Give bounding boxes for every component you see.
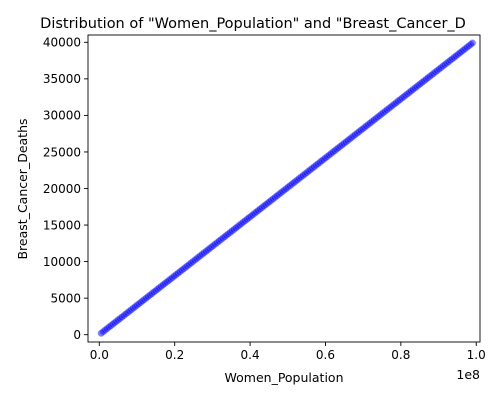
y-axis-ticks: 0 5000 10000 15000 20000 25000 30000 35000 40000 [43,36,88,342]
x-tick-label: 0.4 [241,348,260,362]
y-tick-label: 30000 [43,109,81,123]
plot-area [97,39,476,337]
y-tick-label: 35000 [43,72,81,86]
x-axis-offset-label: 1e8 [456,367,480,382]
y-tick-label: 10000 [43,255,81,269]
scatter-point [468,39,476,47]
x-axis-label: Women_Population [225,370,344,385]
y-tick-label: 5000 [50,291,81,305]
y-tick-label: 0 [73,328,81,342]
x-tick-label: 0.2 [165,348,184,362]
x-tick-label: 1.0 [467,348,486,362]
chart-title: Distribution of "Women_Population" and "… [40,16,466,32]
y-tick-label: 20000 [43,182,81,196]
y-tick-label: 15000 [43,218,81,232]
y-axis-label: Breast_Cancer_Deaths [15,118,30,259]
x-tick-label: 0.6 [316,348,335,362]
x-tick-label: 0.8 [391,348,410,362]
y-tick-label: 25000 [43,145,81,159]
y-tick-label: 40000 [43,36,81,50]
x-tick-label: 0.0 [90,348,109,362]
x-axis-ticks: 0.0 0.2 0.4 0.6 0.8 1.0 [90,342,486,362]
